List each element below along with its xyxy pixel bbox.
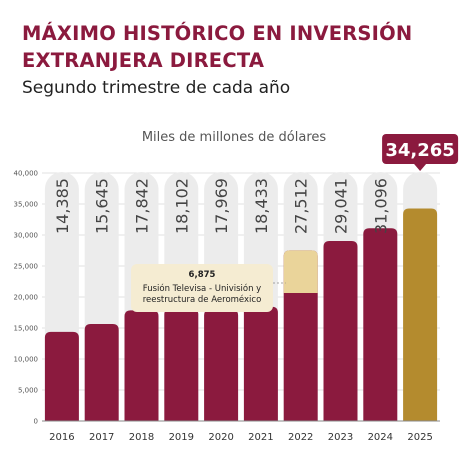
x-tick-label-2018: 2018 xyxy=(129,432,154,443)
value-label-2018: 17,842 xyxy=(133,178,152,234)
annotation-value: 6,875 xyxy=(189,270,216,280)
chart-title: MÁXIMO HISTÓRICO EN INVERSIÓN EXTRANJERA… xyxy=(22,20,452,74)
bar-2018 xyxy=(124,310,159,421)
value-label-2023: 29,041 xyxy=(332,178,351,234)
x-tick-label-2025: 2025 xyxy=(407,432,432,443)
bar-2025 xyxy=(403,208,438,421)
bar-2017 xyxy=(84,324,119,421)
value-label-2016: 14,385 xyxy=(53,178,72,234)
bar-2020 xyxy=(204,309,239,421)
y-tick-label: 10,000 xyxy=(14,356,39,364)
x-tick-label-2016: 2016 xyxy=(49,432,74,443)
bar-2016 xyxy=(44,331,79,421)
bar-2019 xyxy=(164,308,199,421)
chart-title-line-2: EXTRANJERA DIRECTA xyxy=(22,49,265,72)
bar-2022 xyxy=(283,250,318,421)
y-tick-label: 0 xyxy=(34,418,38,426)
unit-label: Miles de millones de dólares xyxy=(141,130,327,145)
x-tick-label-2019: 2019 xyxy=(169,432,194,443)
value-label-2019: 18,102 xyxy=(172,178,191,234)
annotation-line-2: reestructura de Aeroméxico xyxy=(143,294,262,305)
x-tick-label-2021: 2021 xyxy=(248,432,273,443)
annotation-box xyxy=(131,264,273,312)
y-tick-label: 5,000 xyxy=(18,387,38,395)
value-label-2020: 17,969 xyxy=(212,178,231,234)
highlight-callout-label: 34,265 xyxy=(385,140,454,161)
x-tick-label-2017: 2017 xyxy=(89,432,114,443)
bar-segment-2022 xyxy=(283,250,318,294)
bar-2023 xyxy=(323,240,358,421)
y-tick-label: 40,000 xyxy=(14,170,39,178)
value-label-2024: 31,096 xyxy=(371,178,390,234)
x-tick-label-2023: 2023 xyxy=(328,432,353,443)
x-tick-label-2024: 2024 xyxy=(368,432,393,443)
highlight-callout-box xyxy=(382,134,459,164)
value-label-2021: 18,433 xyxy=(252,178,271,234)
y-tick-label: 25,000 xyxy=(14,263,39,271)
chart-subtitle: Segundo trimestre de cada año xyxy=(22,78,291,98)
bar-2021 xyxy=(243,306,278,421)
x-tick-label-2020: 2020 xyxy=(208,432,233,443)
value-label-2022: 27,512 xyxy=(292,178,311,234)
y-tick-label: 35,000 xyxy=(14,201,39,209)
annotation-line-1: Fusión Televisa - Univisión y xyxy=(143,283,261,294)
y-tick-label: 30,000 xyxy=(14,232,39,240)
y-tick-label: 20,000 xyxy=(14,294,39,302)
highlight-callout-pointer xyxy=(414,164,427,171)
x-tick-label-2022: 2022 xyxy=(288,432,313,443)
bar-2024 xyxy=(363,228,398,421)
y-tick-label: 15,000 xyxy=(14,325,39,333)
chart-title-line-1: MÁXIMO HISTÓRICO EN INVERSIÓN xyxy=(22,22,413,45)
value-label-2017: 15,645 xyxy=(93,178,112,234)
